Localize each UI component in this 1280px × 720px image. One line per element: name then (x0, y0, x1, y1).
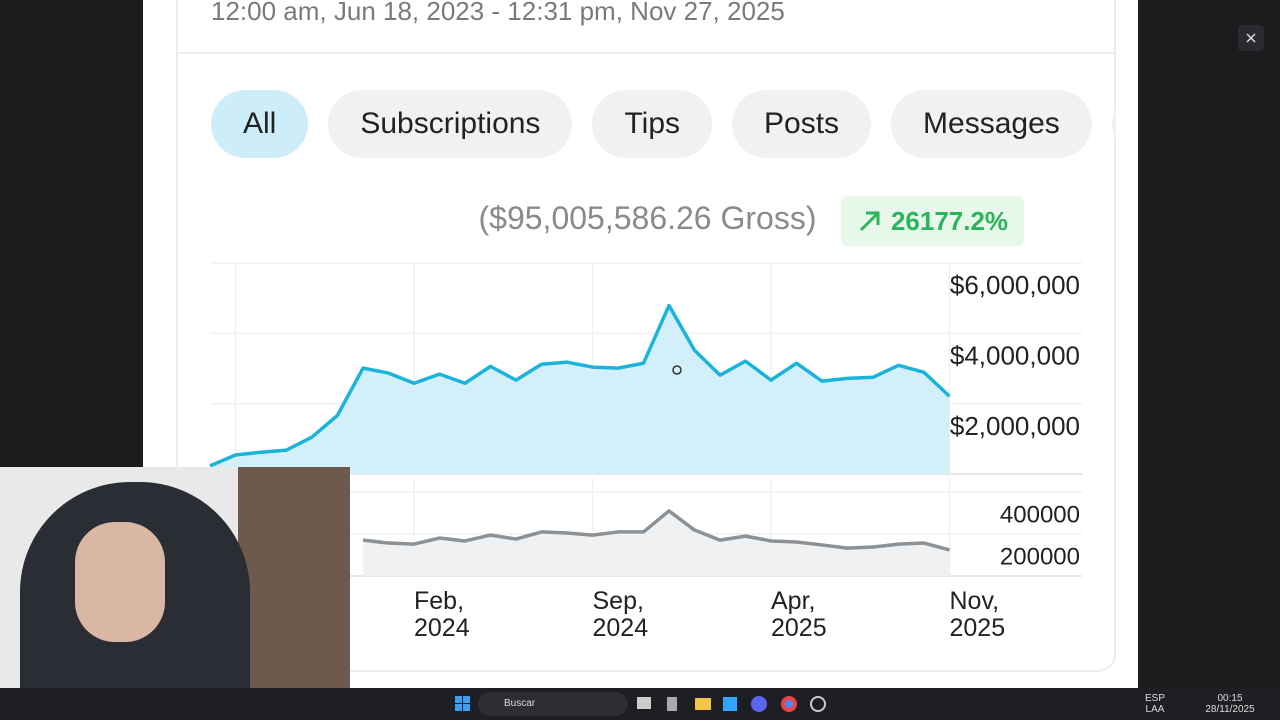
input-language: ESP (1145, 693, 1166, 704)
input-region: LAA (1145, 704, 1165, 715)
filter-tab[interactable]: Subscriptions (328, 90, 573, 158)
close-icon (1246, 33, 1256, 43)
filter-tab[interactable]: Posts (732, 90, 872, 158)
y-tick-label: $6,000,000 (950, 270, 1080, 300)
area-fill (363, 510, 950, 576)
y-tick-label: $4,000,000 (950, 340, 1080, 370)
change-value: 26177.2% (890, 205, 1009, 236)
series-line (362, 509, 950, 552)
y-tick-label: 400000 (1000, 501, 1080, 528)
taskbar-apps (637, 696, 826, 712)
webcam-overlay (0, 467, 350, 688)
filter-tab-overflow[interactable] (1111, 90, 1116, 158)
clock-date: 28/11/2025 (1205, 704, 1255, 715)
start-button[interactable] (455, 696, 471, 712)
cursor (672, 365, 682, 375)
gross-total: ($95,005,586.26 Gross) (478, 200, 817, 236)
area-fill (210, 305, 950, 474)
x-tick-label: Apr, 2025 (771, 587, 827, 642)
filter-tab[interactable]: Messages (891, 90, 1092, 158)
date-range: 12:00 am, Jun 18, 2023 - 12:31 pm, Nov 2… (211, 0, 785, 26)
series-line (209, 303, 951, 468)
filter-tab[interactable]: All (211, 90, 309, 158)
y-tick-label: 200000 (1000, 543, 1080, 570)
x-tick-label: Feb, 2024 (414, 587, 470, 642)
x-tick-label: Sep, 2024 (592, 587, 649, 642)
y-tick-label: $2,000,000 (950, 411, 1080, 441)
tab-bar: All Subscriptions Tips Posts Messages (211, 90, 1116, 160)
earnings-card (176, 0, 1116, 672)
change-badge: 26177.2% (841, 196, 1024, 246)
person (20, 482, 250, 688)
separator (176, 52, 1116, 54)
search-box[interactable]: Buscar (478, 692, 628, 716)
face (75, 522, 165, 642)
close-button[interactable] (1238, 25, 1264, 51)
trend-arrow-icon (859, 211, 880, 232)
taskbar: Buscar ESP LAA 00:15 28/11/2025 (0, 688, 1280, 720)
clock-time: 00:15 (1217, 693, 1243, 704)
filter-tab[interactable]: Tips (592, 90, 712, 158)
x-tick-label: Nov, 2025 (949, 587, 1006, 642)
